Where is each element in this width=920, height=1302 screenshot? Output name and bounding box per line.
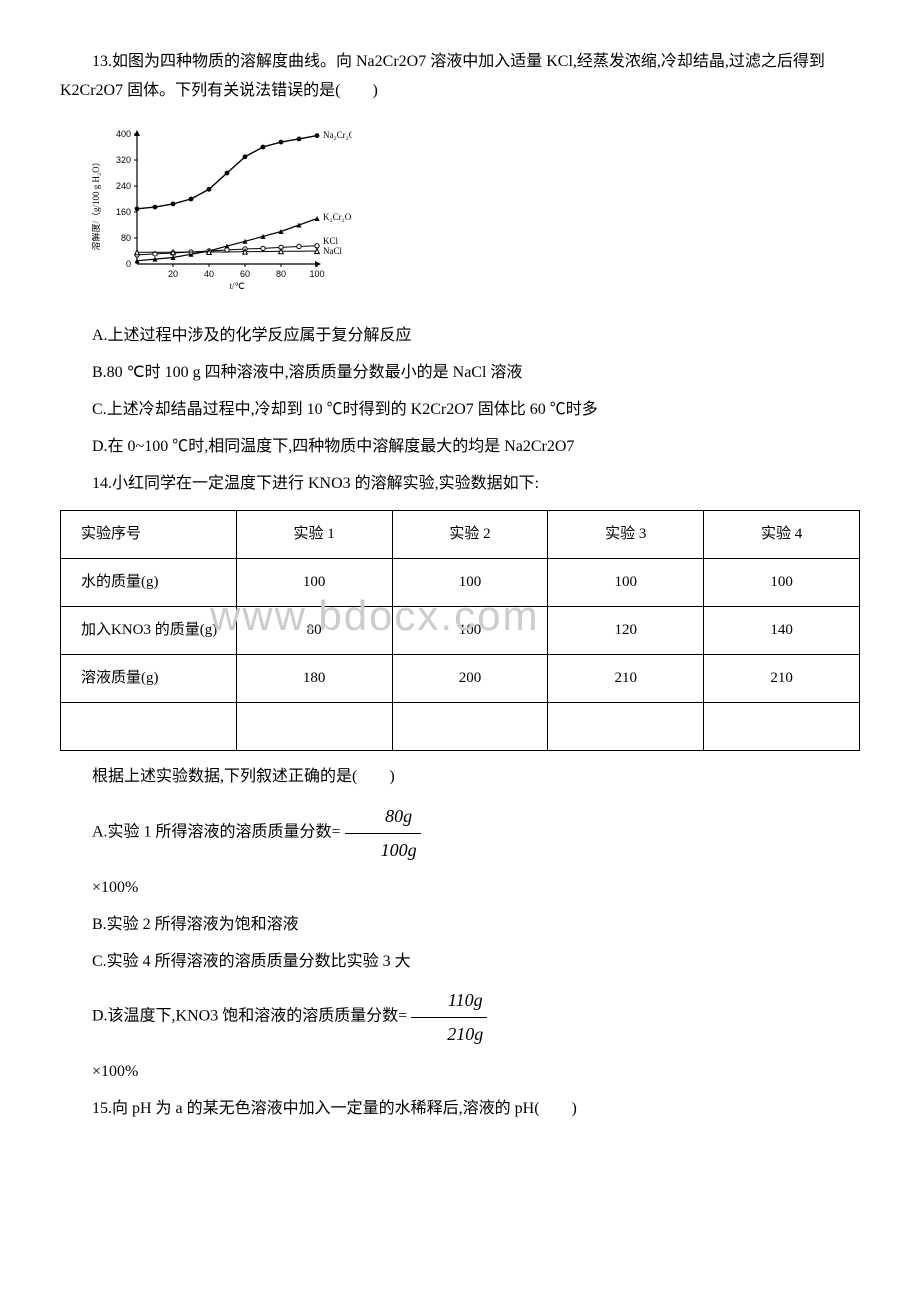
- table-row: 水的质量(g) 100 100 100 100: [61, 559, 860, 607]
- svg-text:Na₂Cr₂O₇: Na₂Cr₂O₇: [323, 130, 352, 140]
- q13-optA: A.上述过程中涉及的化学反应属于复分解反应: [60, 322, 860, 351]
- svg-text:100: 100: [309, 269, 324, 279]
- table-cell: 实验 2: [392, 511, 548, 559]
- table-cell: 180: [236, 655, 392, 703]
- table-cell: [236, 703, 392, 751]
- table-cell: 210: [704, 655, 860, 703]
- q14-optA-pre: A.实验 1 所得溶液的溶质质量分数=: [92, 824, 341, 841]
- q13-optC: C.上述冷却结晶过程中,冷却到 10 ℃时得到的 K2Cr2O7 固体比 60 …: [60, 396, 860, 425]
- svg-text:80: 80: [276, 269, 286, 279]
- q14-optC: C.实验 4 所得溶液的溶质质量分数比实验 3 大: [60, 948, 860, 977]
- svg-text:160: 160: [116, 207, 131, 217]
- table-row: 加入KNO3 的质量(g) 80 100 120 140: [61, 607, 860, 655]
- svg-text:40: 40: [204, 269, 214, 279]
- table-cell: 210: [548, 655, 704, 703]
- table-cell: 实验 4: [704, 511, 860, 559]
- table-cell: [704, 703, 860, 751]
- table-cell: 加入KNO3 的质量(g): [61, 607, 237, 655]
- q14-optB: B.实验 2 所得溶液为饱和溶液: [60, 911, 860, 940]
- svg-text:K₂Cr₂O₇: K₂Cr₂O₇: [323, 212, 352, 222]
- q14-optA: A.实验 1 所得溶液的溶质质量分数=80g100g: [60, 800, 860, 866]
- q14-optD-times: ×100%: [60, 1058, 860, 1087]
- svg-text:240: 240: [116, 181, 131, 191]
- table-cell: 200: [392, 655, 548, 703]
- table-cell: 100: [392, 559, 548, 607]
- svg-text:溶解度/（g/100 g H₂O）: 溶解度/（g/100 g H₂O）: [92, 157, 101, 250]
- q14-after: 根据上述实验数据,下列叙述正确的是( ): [60, 763, 860, 792]
- q14-optD: D.该温度下,KNO3 饱和溶液的溶质质量分数=110g210g: [60, 984, 860, 1050]
- table-cell: 实验序号: [61, 511, 237, 559]
- q13-stem: 13.如图为四种物质的溶解度曲线。向 Na2Cr2O7 溶液中加入适量 KCl,…: [60, 48, 860, 106]
- q15-stem: 15.向 pH 为 a 的某无色溶液中加入一定量的水稀释后,溶液的 pH( ): [60, 1095, 860, 1124]
- svg-text:320: 320: [116, 155, 131, 165]
- svg-text:60: 60: [240, 269, 250, 279]
- svg-text:0: 0: [126, 259, 131, 269]
- svg-text:20: 20: [168, 269, 178, 279]
- table-cell: 100: [548, 559, 704, 607]
- table-cell: 80: [236, 607, 392, 655]
- q14-table: 实验序号 实验 1 实验 2 实验 3 实验 4 水的质量(g) 100 100…: [60, 510, 860, 751]
- table-cell: [392, 703, 548, 751]
- q14-table-wrap: www.bdocx.com 实验序号 实验 1 实验 2 实验 3 实验 4 水…: [60, 510, 860, 751]
- table-cell: 100: [704, 559, 860, 607]
- table-cell: [548, 703, 704, 751]
- table-cell: [61, 703, 237, 751]
- q13-optD: D.在 0~100 ℃时,相同温度下,四种物质中溶解度最大的均是 Na2Cr2O…: [60, 433, 860, 462]
- fraction-D: 110g210g: [411, 984, 487, 1050]
- table-row: 实验序号 实验 1 实验 2 实验 3 实验 4: [61, 511, 860, 559]
- table-cell: 溶液质量(g): [61, 655, 237, 703]
- fraction-A: 80g100g: [345, 800, 421, 866]
- table-cell: 实验 1: [236, 511, 392, 559]
- table-cell: 100: [236, 559, 392, 607]
- svg-text:KCl: KCl: [323, 236, 339, 246]
- table-cell: 100: [392, 607, 548, 655]
- q13-chart: 0 80 160 240 320 400 20 40 60 80 100 t/℃…: [92, 124, 352, 305]
- table-cell: 水的质量(g): [61, 559, 237, 607]
- svg-text:400: 400: [116, 129, 131, 139]
- table-cell: 140: [704, 607, 860, 655]
- table-cell: 120: [548, 607, 704, 655]
- table-cell: 实验 3: [548, 511, 704, 559]
- q14-stem: 14.小红同学在一定温度下进行 KNO3 的溶解实验,实验数据如下:: [60, 470, 860, 499]
- svg-text:80: 80: [121, 233, 131, 243]
- q13-optB: B.80 ℃时 100 g 四种溶液中,溶质质量分数最小的是 NaCl 溶液: [60, 359, 860, 388]
- table-row: [61, 703, 860, 751]
- q14-optA-times: ×100%: [60, 874, 860, 903]
- q14-optD-pre: D.该温度下,KNO3 饱和溶液的溶质质量分数=: [92, 1008, 407, 1025]
- svg-text:NaCl: NaCl: [323, 246, 342, 256]
- svg-text:t/℃: t/℃: [229, 281, 244, 291]
- table-row: 溶液质量(g) 180 200 210 210: [61, 655, 860, 703]
